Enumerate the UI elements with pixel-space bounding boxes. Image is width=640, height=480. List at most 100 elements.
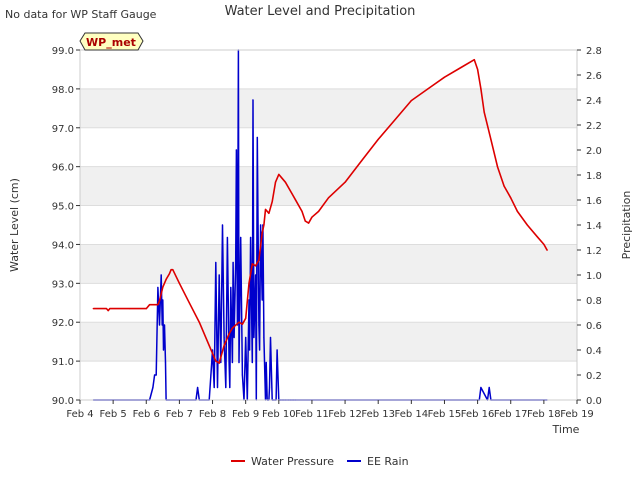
band [80, 88, 577, 128]
x-tick-label: Feb 12 [328, 409, 362, 420]
x-tick-label: Feb 19 [560, 409, 594, 420]
data-point [503, 185, 505, 187]
data-point [301, 210, 303, 212]
data-point [377, 138, 379, 141]
data-point [245, 336, 247, 339]
data-point [105, 308, 108, 310]
data-point [361, 160, 363, 162]
x-tick-label: Feb 16 [461, 409, 495, 420]
data-point [516, 210, 518, 212]
data-point [215, 261, 217, 264]
data-point [129, 308, 131, 310]
data-point [265, 361, 267, 364]
data-point [152, 386, 154, 389]
y-right-tick-label: 0.2 [586, 371, 602, 382]
data-point [170, 269, 172, 271]
data-point [107, 309, 109, 312]
data-point [163, 324, 166, 326]
data-point [480, 386, 482, 389]
data-point [235, 149, 237, 151]
y-right-tick-label: 1.0 [586, 271, 602, 282]
data-point [229, 386, 231, 389]
data-point [155, 374, 157, 376]
data-point [496, 166, 499, 168]
data-point [198, 321, 200, 323]
data-point [526, 224, 528, 226]
data-point [158, 324, 161, 326]
data-point [263, 336, 265, 339]
data-point [162, 349, 165, 351]
wp-met-badge: WP_met [79, 32, 144, 51]
y-right-tick-label: 2.0 [586, 146, 602, 157]
x-tick-label: Feb 17 [494, 409, 528, 420]
data-point [213, 386, 215, 389]
data-point [483, 111, 485, 113]
y-right-tick-label: 0.0 [586, 396, 602, 407]
data-point [261, 232, 263, 234]
data-point [268, 386, 271, 389]
data-point [162, 299, 164, 301]
data-point [304, 220, 306, 222]
band [80, 166, 577, 206]
y-left-tick-label: 95.0 [52, 202, 74, 213]
data-point [188, 302, 190, 304]
data-point [178, 282, 180, 284]
y-right-tick-label: 2.8 [586, 46, 602, 57]
y-right-tick-label: 1.8 [586, 171, 602, 182]
data-point [276, 349, 278, 351]
y-left-tick-label: 97.0 [52, 124, 74, 135]
data-point [546, 249, 548, 251]
data-point [510, 197, 512, 199]
data-point [251, 263, 253, 265]
data-point [165, 278, 167, 281]
data-point [488, 386, 490, 389]
data-point [394, 119, 396, 121]
y-left-tick-label: 92.0 [52, 318, 74, 329]
data-point [218, 274, 220, 276]
data-point [281, 177, 283, 179]
data-point [233, 336, 235, 339]
data-point [223, 336, 225, 339]
data-point [228, 361, 230, 364]
data-point [427, 88, 429, 90]
y-left-tick-label: 96.0 [52, 163, 74, 174]
data-point [543, 243, 545, 246]
data-point [232, 261, 234, 264]
data-point [284, 181, 287, 183]
data-point [256, 136, 258, 139]
y-left-tick-label: 94.0 [52, 240, 74, 251]
y-right-tick-label: 1.4 [586, 221, 602, 232]
data-point [148, 304, 151, 306]
data-point [223, 344, 225, 347]
x-tick-label: Feb 8 [199, 409, 226, 420]
legend-rain-label: EE Rain [367, 455, 409, 468]
band [80, 322, 577, 362]
data-point [241, 374, 243, 376]
x-tick-label: Feb 9 [232, 409, 259, 420]
data-point [228, 333, 230, 335]
data-point [344, 181, 346, 183]
data-point [490, 138, 492, 141]
data-point [327, 197, 330, 199]
data-point [230, 286, 232, 289]
y-left-tick-label: 98.0 [52, 85, 74, 96]
data-point [248, 299, 250, 301]
data-point [92, 308, 94, 310]
data-point [216, 386, 219, 389]
data-point [220, 356, 222, 358]
data-point [251, 361, 253, 364]
x-tick-label: Feb 11 [295, 409, 329, 420]
data-point [410, 99, 412, 102]
y-left-tick-label: 90.0 [52, 396, 74, 407]
data-point [278, 173, 280, 176]
data-point [460, 66, 462, 69]
chart-title: Water Level and Precipitation [225, 4, 416, 19]
x-tick-label: Feb 13 [361, 409, 395, 420]
data-point [250, 236, 252, 239]
data-point [443, 76, 446, 78]
no-data-note: No data for WP Staff Gauge [5, 8, 157, 21]
legend-pressure-label: Water Pressure [251, 455, 334, 468]
data-point [160, 274, 162, 276]
data-point [264, 208, 267, 211]
